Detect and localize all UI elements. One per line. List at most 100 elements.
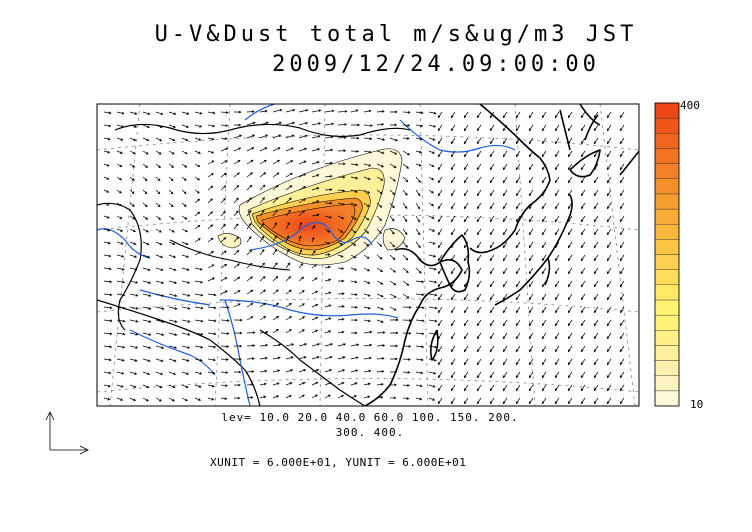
wind-vector [593,137,599,145]
mongolia-border [114,123,411,138]
wind-vector [259,262,265,269]
wind-vector [489,293,495,301]
wind-vector [259,369,268,373]
wind-vector [324,253,331,256]
legend-swatch [654,148,680,164]
dust-plume [217,148,406,266]
wind-vector [619,397,625,405]
wind-vector [311,200,320,204]
wind-vector [168,371,177,376]
wind-vector [489,384,495,392]
wind-vector [259,356,268,360]
wind-vector [580,280,586,288]
wind-vector [220,371,229,374]
korea-coast [439,234,471,293]
wind-vector [502,215,508,223]
legend-swatch [654,163,680,179]
wind-vector [324,291,332,295]
wind-vector [233,160,241,165]
wind-vector [402,111,411,114]
wind-vector [554,306,560,314]
wind-vector [337,394,344,399]
wind-vector [207,250,214,256]
wind-vector [116,332,126,336]
wind-vector [619,202,625,210]
legend-swatch [654,299,680,316]
wind-vector [194,345,204,349]
wind-vector [415,384,423,388]
wind-vector [389,267,396,273]
legend-swatch [654,375,680,392]
wind-vector [541,384,547,392]
wind-vector [181,150,188,155]
wind-vector [194,111,203,115]
legend-swatch [654,102,680,119]
wind-vector [402,215,408,222]
wind-vector [272,328,279,334]
wind-vector [298,369,307,373]
legend-swatch [654,284,680,301]
wind-vector [554,280,560,288]
wind-vector [324,188,333,191]
wind-vector [298,109,309,113]
graticule-line [419,104,429,406]
wind-vector [233,249,240,256]
wind-vector [515,293,521,301]
wind-vector [194,358,203,362]
wind-vector [606,215,612,223]
wind-vector [402,150,410,156]
wind-vector [428,163,435,167]
wind-vector [298,276,305,282]
wind-vector [502,150,508,158]
wind-vector [337,136,347,139]
wind-vector [376,306,384,311]
yellow-river [249,221,373,251]
wind-vector [437,397,443,405]
wind-vector [450,202,456,210]
wind-vector [155,371,164,376]
wind-vector [285,147,294,152]
wind-vector [129,280,139,284]
wind-vector [489,332,495,340]
wind-vector [168,293,178,297]
wind-vector [541,358,547,366]
wind-vector [233,331,243,335]
wind-vector [528,176,534,184]
wind-vector [220,345,230,348]
wind-vector [489,176,495,184]
wind-vector [233,276,241,282]
wind-vector [593,280,599,288]
wind-vector [580,254,586,262]
wind-vector [142,345,152,349]
wind-vector [350,136,360,140]
wind-vector [593,228,599,236]
wind-vector [298,316,306,321]
wind-vector [437,293,443,301]
wind-vector [363,395,371,399]
wind-vector [402,228,408,235]
wind-vector [619,358,625,366]
wind-vector [389,306,397,311]
wind-vector [437,241,443,249]
wind-vector [541,332,547,340]
wind-vector [437,254,443,262]
wind-vector [311,225,316,230]
wind-vector [389,344,399,348]
wind-vector [476,189,482,197]
wind-vector [415,332,425,336]
wind-vector [298,249,303,256]
wind-vector [389,241,396,248]
graticule-line [214,104,231,406]
wind-vector [207,384,215,388]
wind-vector [246,121,256,126]
wind-vector [324,330,332,334]
wind-vector [337,254,344,258]
wind-vector [246,236,252,243]
wind-vector [541,228,547,236]
wind-vector [168,267,177,271]
wind-vector [619,228,625,236]
wind-vector [129,371,138,375]
chart-title-variable: U-V&Dust total m/s&ug/m3 JST [154,22,638,47]
wind-vector [402,345,412,348]
wind-vector [285,369,294,373]
